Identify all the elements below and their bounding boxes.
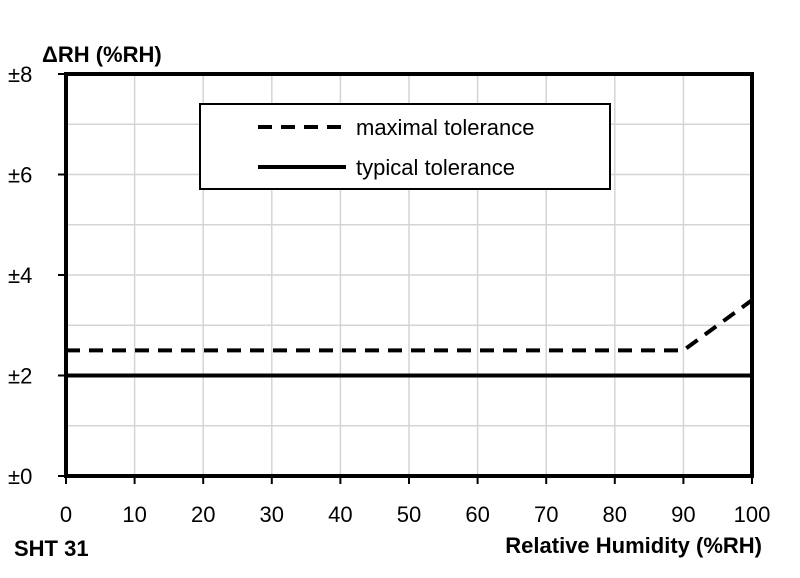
series-line-maximal (66, 298, 754, 353)
x-tick-label: 70 (534, 502, 558, 527)
y-tick-label: ±4 (8, 263, 32, 288)
x-tick-label: 20 (191, 502, 215, 527)
legend: maximal tolerance typical tolerance (199, 103, 611, 190)
y-tick-labels: ±0 ±2 ±4 ±6 ±8 (8, 62, 32, 489)
x-tick-labels: 0 10 20 30 40 50 60 70 80 90 100 (60, 502, 770, 527)
x-tick-label: 10 (122, 502, 146, 527)
legend-box (199, 103, 611, 190)
model-label: SHT 31 (14, 536, 89, 561)
legend-label-typical: typical tolerance (356, 155, 515, 180)
y-tick-label: ±8 (8, 62, 32, 87)
x-axis-title: Relative Humidity (%RH) (505, 533, 762, 558)
axis-tick-marks (58, 73, 753, 484)
y-tick-label: ±2 (8, 364, 32, 389)
y-tick-label: ±6 (8, 163, 32, 188)
x-tick-label: 50 (397, 502, 421, 527)
x-tick-label: 80 (603, 502, 627, 527)
series-lines (66, 298, 754, 378)
x-tick-label: 60 (465, 502, 489, 527)
x-tick-label: 0 (60, 502, 72, 527)
x-tick-label: 40 (328, 502, 352, 527)
x-tick-label: 30 (260, 502, 284, 527)
y-axis-title: ΔRH (%RH) (42, 42, 162, 67)
legend-label-maximal: maximal tolerance (356, 115, 535, 140)
x-tick-label: 90 (671, 502, 695, 527)
y-tick-label: ±0 (8, 464, 32, 489)
x-tick-label: 100 (734, 502, 771, 527)
